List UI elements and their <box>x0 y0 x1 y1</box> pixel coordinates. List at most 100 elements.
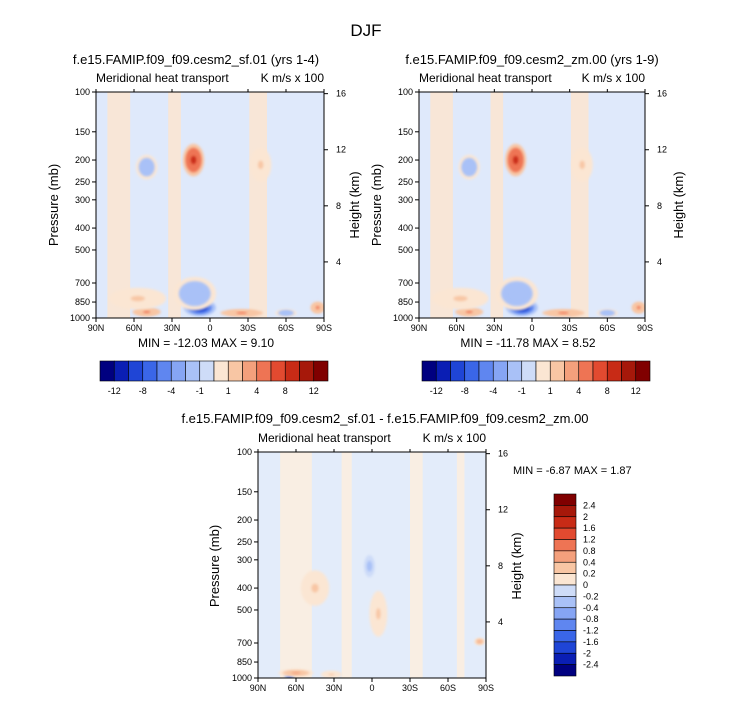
y-tick-label: 700 <box>75 278 90 288</box>
x-tick-label: 60N <box>448 323 465 333</box>
y-tick-label: 1000 <box>232 673 252 683</box>
contour-feature <box>376 608 381 620</box>
colorbar-label: -4 <box>167 386 175 396</box>
contour-feature <box>579 160 585 170</box>
y-tick-label: 400 <box>398 223 413 233</box>
panel-1-right-label: K m/s x 100 <box>261 71 325 85</box>
colorbar-label: 2.4 <box>583 500 596 510</box>
y-tick-label: 1000 <box>393 313 413 323</box>
background-band <box>249 92 267 318</box>
contour-feature <box>258 160 264 170</box>
colorbar-swatch <box>592 360 608 382</box>
colorbar-swatch <box>142 360 158 382</box>
y2-tick-label: 8 <box>498 561 503 571</box>
contour-feature <box>291 672 301 674</box>
contour-feature <box>511 289 523 298</box>
y-tick-label: 250 <box>398 177 413 187</box>
y-tick-label: 100 <box>398 87 413 97</box>
colorbar-swatch <box>421 360 437 382</box>
panel-3-ylabel: Pressure (mb) <box>207 525 222 607</box>
y-tick-label: 700 <box>237 638 252 648</box>
contour-feature <box>636 306 641 310</box>
colorbar-swatch <box>242 360 258 382</box>
colorbar-swatch <box>578 360 594 382</box>
panel-3-y2label: Height (km) <box>509 532 524 599</box>
colorbar-swatch <box>199 360 215 382</box>
colorbar-label: 12 <box>631 386 641 396</box>
y2-tick-label: 12 <box>657 145 667 155</box>
background-band <box>168 92 181 318</box>
colorbar-label: 1.2 <box>583 535 596 545</box>
colorbar-swatch <box>521 360 537 382</box>
colorbar-label: -8 <box>461 386 469 396</box>
contour-feature <box>478 640 481 643</box>
colorbar-swatch <box>564 360 580 382</box>
colorbar-swatch <box>535 360 551 382</box>
colorbar-swatch <box>450 360 466 382</box>
panel-3-left-label: Meridional heat transport <box>258 431 391 445</box>
x-tick-label: 90S <box>316 323 332 333</box>
colorbar-label: 0.2 <box>583 569 596 579</box>
y-tick-label: 200 <box>398 155 413 165</box>
colorbar-label: -1 <box>196 386 204 396</box>
x-tick-label: 0 <box>207 323 212 333</box>
colorbar-swatch <box>299 360 315 382</box>
y-tick-label: 300 <box>237 555 252 565</box>
colorbar-swatch <box>553 573 577 586</box>
y-tick-label: 150 <box>75 127 90 137</box>
y2-tick-label: 8 <box>336 201 341 211</box>
contour-feature <box>311 583 319 593</box>
colorbar-swatch <box>553 664 577 677</box>
x-tick-label: 30N <box>326 683 343 693</box>
colorbar-label: 12 <box>309 386 319 396</box>
y-tick-label: 150 <box>398 127 413 137</box>
colorbar-swatch <box>553 596 577 609</box>
colorbar-label: 1 <box>226 386 231 396</box>
colorbar-label: -8 <box>139 386 147 396</box>
x-tick-label: 90S <box>478 683 494 693</box>
background-band <box>107 92 131 318</box>
colorbar-swatch <box>478 360 494 382</box>
background-band <box>341 452 352 678</box>
colorbar-swatch <box>128 360 144 382</box>
colorbar-swatch <box>185 360 201 382</box>
x-tick-label: 30S <box>402 683 418 693</box>
contour-feature <box>328 673 335 676</box>
colorbar-swatch <box>553 527 577 540</box>
contour-feature <box>190 155 197 165</box>
y-tick-label: 850 <box>237 657 252 667</box>
colorbar-label: -1.2 <box>583 626 599 636</box>
colorbar-swatch <box>553 630 577 643</box>
colorbar-swatch <box>635 360 651 382</box>
panel-1-colorbar: -12 -8 -4 -1 1 4 8 12 <box>99 360 329 396</box>
x-tick-label: 60S <box>599 323 615 333</box>
x-tick-label: 30N <box>486 323 503 333</box>
colorbar-swatch <box>507 360 523 382</box>
x-tick-label: 60S <box>278 323 294 333</box>
x-tick-label: 30S <box>562 323 578 333</box>
colorbar-swatch <box>553 584 577 597</box>
y2-tick-label: 8 <box>657 201 662 211</box>
y-tick-label: 100 <box>237 447 252 457</box>
y-tick-label: 250 <box>237 537 252 547</box>
panel-2-left-label: Meridional heat transport <box>419 71 552 85</box>
contour-feature <box>143 310 151 314</box>
colorbar-swatch <box>553 493 577 506</box>
y-tick-label: 300 <box>398 195 413 205</box>
contour-feature <box>283 312 289 314</box>
panel-1-title: f.e15.FAMIP.f09_f09.cesm2_sf.01 (yrs 1-4… <box>73 52 319 67</box>
colorbar-swatch <box>553 561 577 574</box>
field-background <box>419 92 645 318</box>
background-band <box>456 452 465 678</box>
x-tick-label: 30N <box>164 323 181 333</box>
field-background <box>96 92 324 318</box>
colorbar-swatch <box>549 360 565 382</box>
colorbar-label: 8 <box>283 386 288 396</box>
y-tick-label: 500 <box>398 245 413 255</box>
y-tick-label: 100 <box>75 87 90 97</box>
contour-feature <box>144 164 150 171</box>
panel-2-field <box>419 92 645 318</box>
colorbar-swatch <box>553 652 577 665</box>
colorbar-swatch <box>621 360 637 382</box>
colorbar-label: -0.4 <box>583 603 599 613</box>
